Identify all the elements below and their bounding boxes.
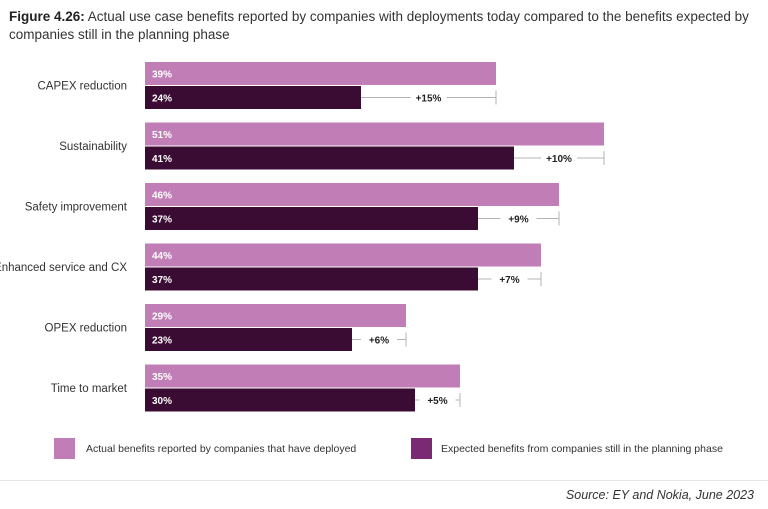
data-label-actual: 44% [152, 251, 172, 262]
bar-actual [145, 183, 559, 206]
data-label-expected: 24% [152, 94, 172, 105]
bar-expected [145, 86, 361, 109]
data-label-actual: 51% [152, 130, 172, 141]
data-label-expected: 23% [152, 336, 172, 347]
category-label: OPEX reduction [45, 323, 127, 335]
bar-actual [145, 304, 406, 327]
category-label: Sustainability [59, 141, 127, 153]
bar-actual [145, 243, 541, 267]
category-label: Enhanced service and CX [0, 262, 127, 274]
data-label-actual: 46% [152, 191, 172, 202]
bar-actual [145, 122, 604, 146]
data-label-expected: 30% [152, 396, 172, 407]
data-label-actual: 39% [152, 70, 172, 81]
bar-expected [145, 146, 514, 170]
difference-label: +6% [369, 336, 389, 347]
difference-label-bg [361, 332, 397, 347]
difference-label-bg [500, 211, 537, 226]
category-label: Time to market [51, 383, 128, 395]
figure-caption: Actual use case benefits reported by com… [9, 9, 749, 42]
divider [0, 480, 768, 481]
data-label-actual: 35% [152, 372, 172, 383]
difference-label-bg [491, 272, 528, 286]
bar-expected [145, 328, 352, 351]
data-label-expected: 37% [152, 215, 172, 226]
source-note: Source: EY and Nokia, June 2023 [565, 488, 754, 502]
difference-label-bg [419, 393, 456, 407]
bar-expected [145, 207, 478, 230]
difference-label-bg [541, 151, 577, 165]
difference-label: +9% [508, 215, 528, 226]
data-label-actual: 29% [152, 312, 172, 323]
difference-label: +15% [416, 94, 442, 105]
difference-label: +7% [499, 275, 519, 286]
bar-expected [145, 267, 478, 291]
difference-label-bg [410, 90, 447, 105]
difference-label: +5% [427, 396, 447, 407]
category-label: CAPEX reduction [38, 81, 128, 93]
chart-title: Figure 4.26: Actual use case benefits re… [9, 8, 764, 44]
figure-number: Figure 4.26: [9, 9, 85, 24]
bar-expected [145, 388, 415, 412]
data-label-expected: 37% [152, 275, 172, 286]
legend-swatch-expected [411, 438, 432, 459]
bar-actual [145, 364, 460, 388]
legend-label-actual: Actual benefits reported by companies th… [86, 443, 356, 455]
bar-actual [145, 62, 496, 85]
legend-label-expected: Expected benefits from companies still i… [441, 443, 723, 455]
category-label: Safety improvement [25, 202, 128, 214]
legend-swatch-actual [54, 438, 75, 459]
data-label-expected: 41% [152, 154, 172, 165]
difference-label: +10% [546, 154, 572, 165]
